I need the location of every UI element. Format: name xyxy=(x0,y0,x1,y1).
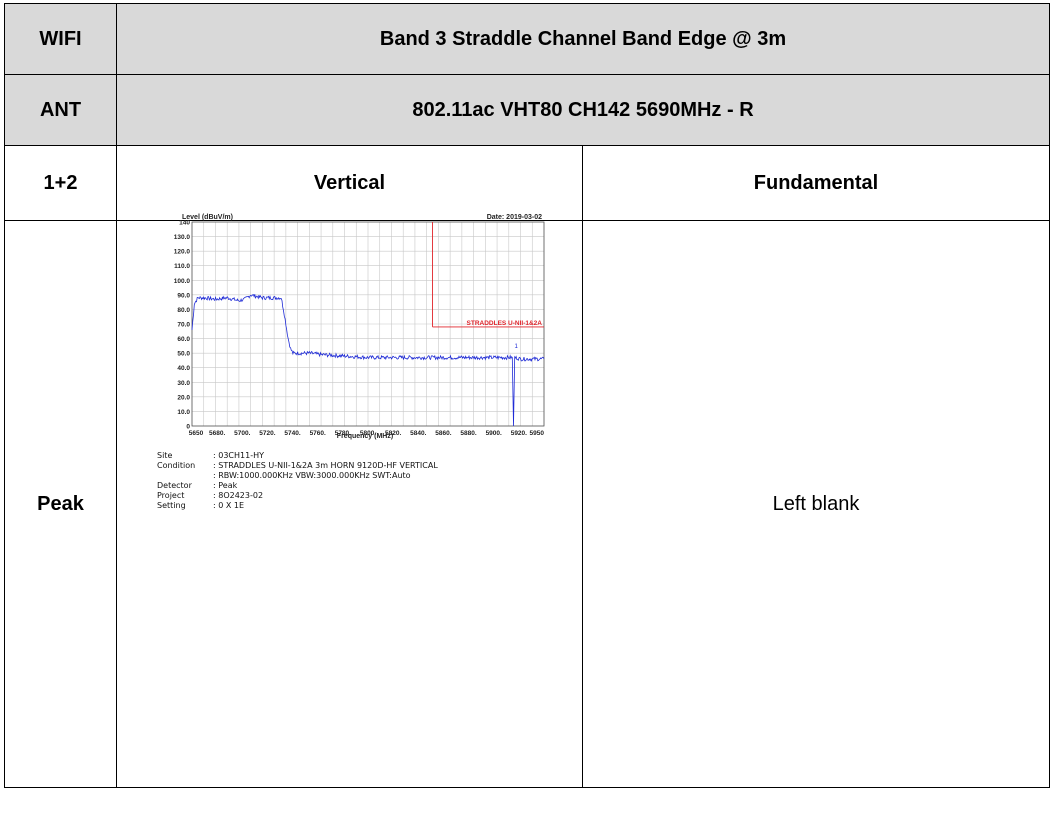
chart-svg: Level (dBuV/m) Date: 2019-03-02 Frequenc… xyxy=(174,214,545,440)
y-tick-label: 50.0 xyxy=(177,351,190,358)
x-tick-label: 5700. xyxy=(234,430,250,437)
trace-series xyxy=(191,294,545,427)
x-tick-label: 5860. xyxy=(435,430,451,437)
info-row: Project : 8O2423-02 xyxy=(157,491,438,501)
x-tick-label: 5760. xyxy=(310,430,326,437)
measurement-info: Site : 03CH11-HY Condition : STRADDLES U-NI… xyxy=(157,451,438,511)
y-tick-label: 20.0 xyxy=(177,394,190,401)
y-tick-label: 140 xyxy=(179,220,190,227)
x-tick-label: 5820. xyxy=(385,430,401,437)
x-tick-label: 5800. xyxy=(360,430,376,437)
info-value: : Peak xyxy=(213,481,238,490)
test-title: Band 3 Straddle Channel Band Edge @ 3m xyxy=(116,3,1050,75)
chart-date: Date: 2019-03-02 xyxy=(487,214,542,221)
emission-chart: Level (dBuV/m) Date: 2019-03-02 Frequenc… xyxy=(150,210,560,500)
marker-label: 1 xyxy=(514,344,518,350)
info-value: : RBW:1000.000KHz VBW:3000.000KHz SWT:Au… xyxy=(213,471,411,480)
y-tick-label: 130.0 xyxy=(174,234,191,241)
y-tick-label: 100.0 xyxy=(174,278,191,285)
y-tick-label: 60.0 xyxy=(177,336,190,343)
info-row: Detector : Peak xyxy=(157,481,438,491)
info-row: : RBW:1000.000KHz VBW:3000.000KHz SWT:Au… xyxy=(157,471,438,481)
x-tick-label: 5650 xyxy=(189,430,204,437)
info-value: : 0 X 1E xyxy=(213,501,245,510)
fundamental-header: Fundamental xyxy=(582,145,1050,221)
x-tick-label: 5900. xyxy=(486,430,502,437)
y-tick-label: 30.0 xyxy=(177,380,190,387)
info-row: Setting : 0 X 1E xyxy=(157,501,438,511)
y-axis-label: Level (dBuV/m) xyxy=(182,214,233,221)
x-tick-label: 5950 xyxy=(530,430,545,437)
x-tick-label: 5720. xyxy=(259,430,275,437)
peak-label: Peak xyxy=(4,220,117,788)
y-tick-label: 110.0 xyxy=(174,263,190,270)
y-tick-label: 40.0 xyxy=(177,365,190,372)
info-value: : STRADDLES U-NII-1&2A 3m HORN 9120D-HF … xyxy=(213,461,438,470)
plot-frame xyxy=(191,221,545,427)
x-tick-label: 5840. xyxy=(410,430,426,437)
y-tick-label: 80.0 xyxy=(177,307,190,314)
info-key: Site xyxy=(157,451,173,460)
limit-label: STRADDLES U-NII-1&2A xyxy=(467,320,543,327)
y-tick-label: 0 xyxy=(186,424,190,431)
y-tick-label: 120.0 xyxy=(174,249,191,256)
info-key xyxy=(157,471,213,481)
ant-label: ANT xyxy=(4,74,117,146)
mode-title: 802.11ac VHT80 CH142 5690MHz - R xyxy=(116,74,1050,146)
x-tick-label: 5780. xyxy=(335,430,351,437)
chart-ticks: 0 10.0 20.0 30.0 40.0 50.0 60.0 70.0 80.0 90.0 100… xyxy=(174,220,545,438)
y-tick-label: 90.0 xyxy=(177,292,190,299)
info-key: Condition xyxy=(157,461,196,470)
x-tick-label: 5880. xyxy=(460,430,476,437)
info-row: Site : 03CH11-HY xyxy=(157,451,438,461)
info-row: Condition : STRADDLES U-NII-1&2A 3m HORN … xyxy=(157,461,438,471)
info-key: Project xyxy=(157,491,185,500)
x-tick-label: 5920. xyxy=(511,430,527,437)
wifi-label: WIFI xyxy=(4,3,117,75)
x-tick-label: 5740. xyxy=(284,430,300,437)
limit-line: STRADDLES U-NII-1&2A xyxy=(432,222,544,328)
info-value: : 03CH11-HY xyxy=(213,451,264,460)
x-tick-label: 5680. xyxy=(209,430,225,437)
y-tick-label: 70.0 xyxy=(177,322,190,329)
info-key: Detector xyxy=(157,481,192,490)
report-table: WIFI Band 3 Straddle Channel Band Edge @… xyxy=(4,3,1050,788)
y-tick-label: 10.0 xyxy=(177,409,190,416)
fundamental-note: Left blank xyxy=(582,220,1050,788)
trace-line xyxy=(191,294,545,427)
info-value: : 8O2423-02 xyxy=(213,491,264,500)
vertical-header: Vertical xyxy=(116,145,583,221)
info-key: Setting xyxy=(157,501,186,510)
chain-label: 1+2 xyxy=(4,145,117,221)
marker: 1 xyxy=(514,344,518,350)
x-axis-label: Frequency (MHz) xyxy=(337,433,393,440)
